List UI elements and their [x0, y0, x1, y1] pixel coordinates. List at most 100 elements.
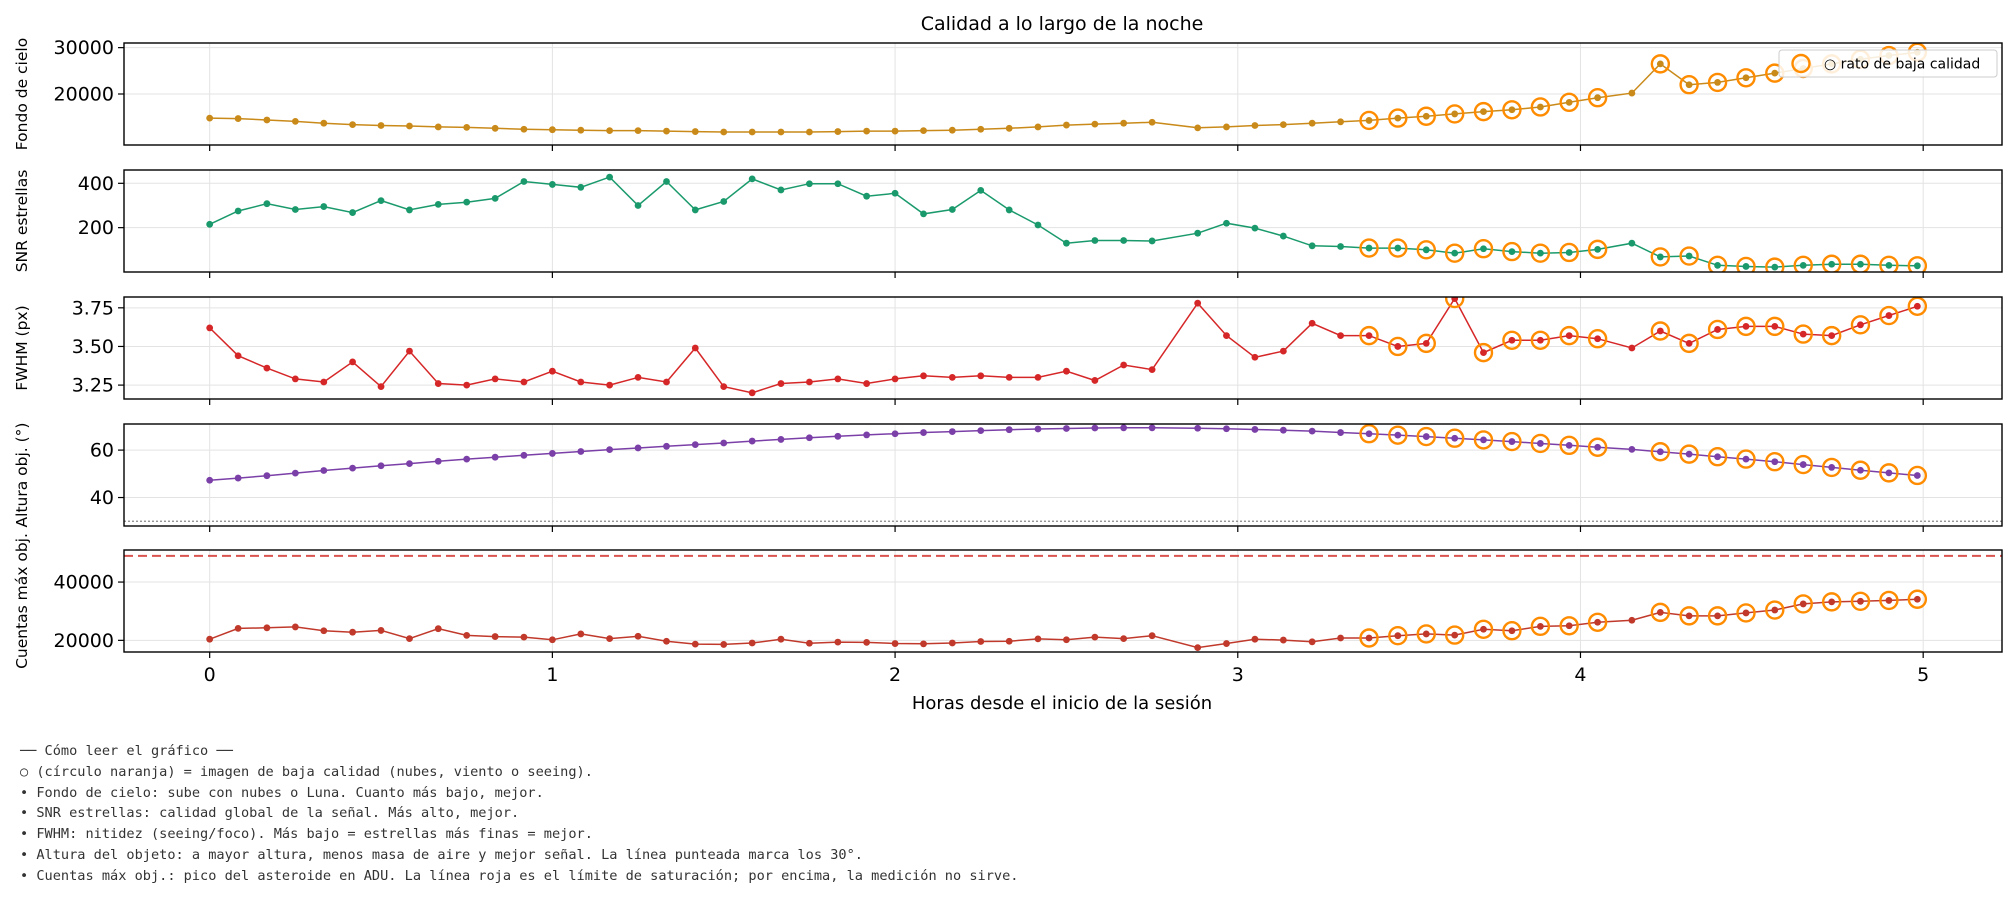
data-point — [891, 189, 899, 197]
panel-4: 40 60 Altura obj. (°) — [13, 423, 2003, 532]
legend-label: ○ rato de baja calidad — [1824, 57, 1980, 73]
data-point — [663, 178, 670, 185]
data-point — [834, 432, 842, 440]
data-point — [606, 446, 614, 454]
data-point — [320, 627, 328, 635]
x-tick-label: 1 — [546, 664, 558, 686]
data-point — [1480, 108, 1487, 116]
low-quality-marker — [1821, 254, 1842, 272]
data-point — [463, 123, 471, 131]
data-point — [1508, 248, 1516, 256]
low-quality-marker — [1850, 315, 1871, 335]
data-point — [834, 375, 842, 383]
data-point — [406, 460, 413, 468]
data-point — [663, 637, 670, 645]
low-quality-marker — [1793, 594, 1813, 614]
data-point — [520, 633, 528, 641]
low-quality-marker — [1473, 342, 1494, 363]
panel-1: 20000 30000 Fondo de cielo — [13, 37, 2003, 151]
data-point — [863, 431, 871, 439]
low-quality-marker — [1907, 256, 1928, 272]
data-point — [691, 441, 699, 449]
data-point — [434, 123, 442, 131]
low-quality-marker — [1559, 435, 1579, 456]
data-point — [691, 344, 699, 352]
data-point — [577, 630, 585, 638]
data-point — [234, 474, 242, 482]
data-point — [948, 126, 956, 134]
low-quality-marker — [1388, 425, 1408, 445]
data-point — [520, 378, 528, 386]
data-point — [1913, 472, 1921, 479]
data-point — [1308, 638, 1316, 646]
data-point — [806, 180, 813, 188]
data-point — [606, 635, 614, 642]
data-point — [1594, 443, 1602, 451]
data-point — [1422, 630, 1430, 638]
data-point — [548, 636, 556, 644]
data-point — [577, 183, 585, 191]
data-point — [1148, 118, 1156, 126]
data-point — [491, 194, 499, 202]
data-point — [291, 375, 299, 383]
y-axis-label: FWHM (px) — [13, 305, 31, 390]
low-quality-marker — [1907, 297, 1928, 316]
y-tick-label: 3.25 — [72, 375, 114, 397]
y-tick-label: 3.50 — [72, 336, 114, 358]
data-point — [920, 127, 927, 135]
data-point — [1714, 326, 1721, 333]
data-point — [548, 126, 556, 134]
data-point — [1394, 632, 1402, 640]
data-point — [606, 127, 614, 135]
data-point — [291, 206, 299, 213]
data-point — [1714, 612, 1721, 620]
data-point — [406, 122, 413, 130]
low-quality-marker — [1793, 255, 1813, 272]
data-point — [748, 175, 756, 183]
data-point — [1063, 636, 1070, 644]
data-point — [463, 455, 471, 463]
low-quality-marker — [1707, 72, 1728, 93]
data-point — [891, 375, 899, 383]
low-quality-marker — [1821, 457, 1842, 478]
data-point — [1337, 118, 1344, 126]
data-point — [720, 439, 728, 447]
data-point — [234, 115, 242, 122]
data-point — [491, 124, 499, 132]
x-tick-label: 0 — [204, 664, 216, 686]
data-point — [1799, 261, 1807, 269]
data-point — [349, 358, 356, 366]
data-point — [349, 464, 356, 472]
data-point — [1365, 430, 1373, 438]
data-point — [1714, 453, 1721, 461]
data-point — [234, 624, 242, 632]
y-tick-label: 40000 — [54, 572, 114, 594]
data-point — [1251, 224, 1259, 232]
low-quality-marker — [1502, 100, 1522, 120]
low-quality-marker — [1879, 463, 1899, 483]
data-point — [491, 633, 499, 640]
data-point — [1685, 81, 1693, 89]
data-point — [1771, 458, 1779, 466]
data-point — [1422, 246, 1430, 254]
data-point — [1422, 339, 1430, 347]
data-point — [634, 444, 642, 452]
data-point — [863, 127, 871, 135]
data-point — [1742, 609, 1750, 617]
data-point — [1508, 627, 1516, 635]
data-point — [806, 434, 813, 442]
series-line — [209, 51, 1918, 133]
x-tick-label: 3 — [1232, 664, 1244, 686]
data-point — [977, 187, 985, 194]
low-quality-marker — [1445, 428, 1465, 448]
data-point — [1565, 98, 1573, 106]
data-point — [748, 389, 756, 397]
low-quality-marker — [1530, 330, 1551, 350]
low-quality-marker — [1416, 106, 1436, 126]
data-point — [777, 436, 785, 443]
guide-item-fwhm: • FWHM: nitidez (seeing/foco). Más bajo … — [20, 826, 593, 843]
data-point — [1063, 239, 1070, 247]
data-point — [977, 125, 985, 133]
data-point — [1685, 612, 1693, 620]
